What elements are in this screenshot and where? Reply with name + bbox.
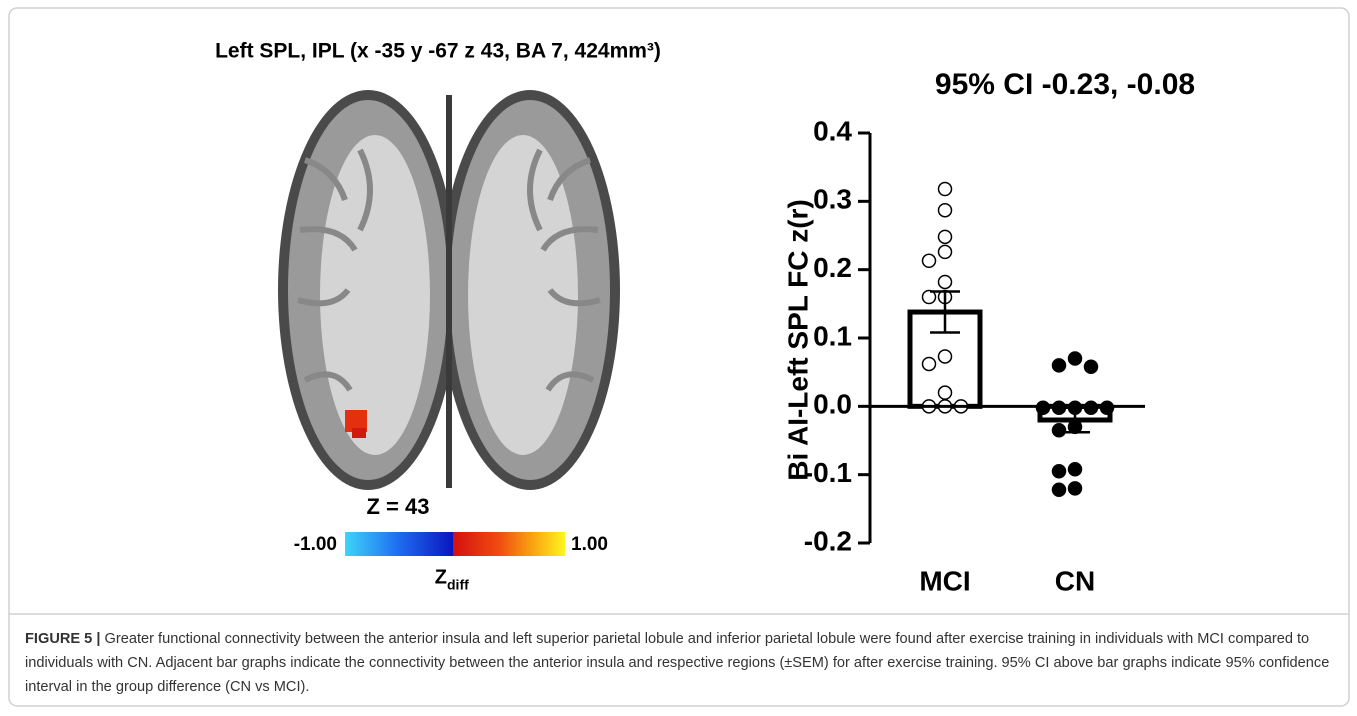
y-tick-label: 0.3 bbox=[813, 184, 852, 215]
brain-image bbox=[278, 90, 620, 490]
x-tick-label: MCI bbox=[919, 565, 970, 596]
x-tick-label: CN bbox=[1055, 565, 1095, 596]
caption: FIGURE 5 | Greater functional connectivi… bbox=[25, 627, 1335, 699]
data-point bbox=[937, 385, 953, 400]
caption-text: Greater functional connectivity between … bbox=[25, 631, 1330, 695]
chart-title: 95% CI -0.23, -0.08 bbox=[935, 68, 1195, 101]
caption-label: FIGURE 5 | bbox=[25, 631, 101, 647]
colorbar-label: Z bbox=[435, 566, 447, 588]
data-point bbox=[1067, 481, 1083, 496]
panel-title: Left SPL, IPL (x -35 y -67 z 43, BA 7, 4… bbox=[215, 40, 661, 63]
data-point bbox=[921, 253, 937, 269]
data-point bbox=[1067, 461, 1083, 477]
y-tick-label: -0.2 bbox=[804, 525, 852, 556]
y-tick-label: -0.1 bbox=[804, 457, 852, 488]
colorbar-max: 1.00 bbox=[571, 534, 608, 555]
colorbar-label-sub: diff bbox=[447, 577, 469, 593]
data-point bbox=[937, 202, 953, 218]
slice-label: Z = 43 bbox=[367, 494, 430, 519]
data-point bbox=[1051, 464, 1067, 479]
data-point bbox=[1083, 359, 1099, 374]
data-point bbox=[921, 356, 937, 372]
error-bar bbox=[930, 290, 960, 334]
y-axis-label: Bi AI-Left SPL FC z(r) bbox=[782, 199, 813, 481]
data-point bbox=[921, 289, 937, 305]
data-point bbox=[937, 181, 953, 197]
data-point bbox=[1067, 351, 1083, 366]
colorbar-negative bbox=[345, 532, 453, 556]
y-tick-label: 0.4 bbox=[813, 115, 852, 146]
data-point bbox=[937, 349, 953, 364]
data-point bbox=[937, 229, 953, 245]
data-point bbox=[1051, 358, 1067, 373]
data-point bbox=[937, 274, 953, 290]
y-tick-label: 0.2 bbox=[813, 252, 852, 283]
y-tick-label: 0.0 bbox=[813, 389, 852, 420]
frame bbox=[8, 7, 1350, 707]
y-tick-label: 0.1 bbox=[813, 320, 852, 351]
data-point bbox=[937, 244, 953, 260]
colorbar-positive bbox=[453, 532, 565, 556]
colorbar-min: -1.00 bbox=[294, 534, 337, 555]
data-point bbox=[1051, 423, 1067, 438]
data-point bbox=[1051, 482, 1067, 497]
